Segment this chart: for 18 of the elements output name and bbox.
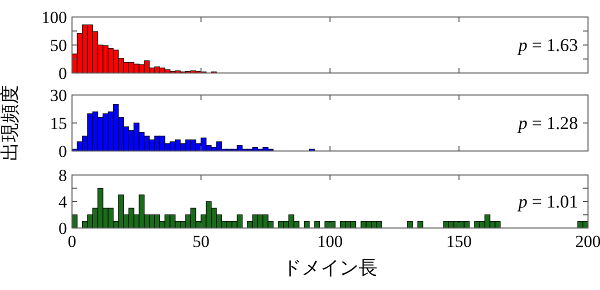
y-tick-label: 30 bbox=[50, 86, 67, 105]
x-tick-label: 200 bbox=[575, 232, 600, 251]
y-tick-label: 0 bbox=[58, 142, 67, 161]
y-tick-label: 4 bbox=[58, 192, 68, 212]
annotation: p = 1.01 bbox=[516, 192, 578, 212]
y-tick-label: 8 bbox=[58, 166, 67, 185]
x-tick-label: 150 bbox=[446, 232, 472, 251]
x-tick-label: 100 bbox=[317, 232, 343, 251]
y-tick-label: 50 bbox=[50, 36, 67, 55]
annotation: p = 1.63 bbox=[516, 35, 578, 55]
y-tick-label: 15 bbox=[50, 114, 67, 133]
annotation: p = 1.28 bbox=[516, 113, 578, 133]
y-tick-label: 0 bbox=[58, 218, 67, 238]
x-axis-title: ドメイン長 bbox=[282, 258, 378, 279]
y-tick-label: 100 bbox=[42, 8, 67, 27]
y-axis-title: 出現頻度 bbox=[0, 85, 21, 161]
y-tick-label: 0 bbox=[58, 64, 67, 83]
x-tick-label: 50 bbox=[192, 232, 210, 251]
